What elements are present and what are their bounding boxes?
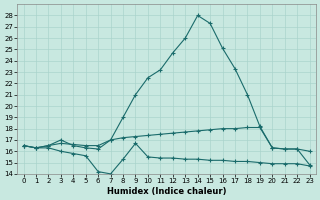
X-axis label: Humidex (Indice chaleur): Humidex (Indice chaleur) — [107, 187, 226, 196]
